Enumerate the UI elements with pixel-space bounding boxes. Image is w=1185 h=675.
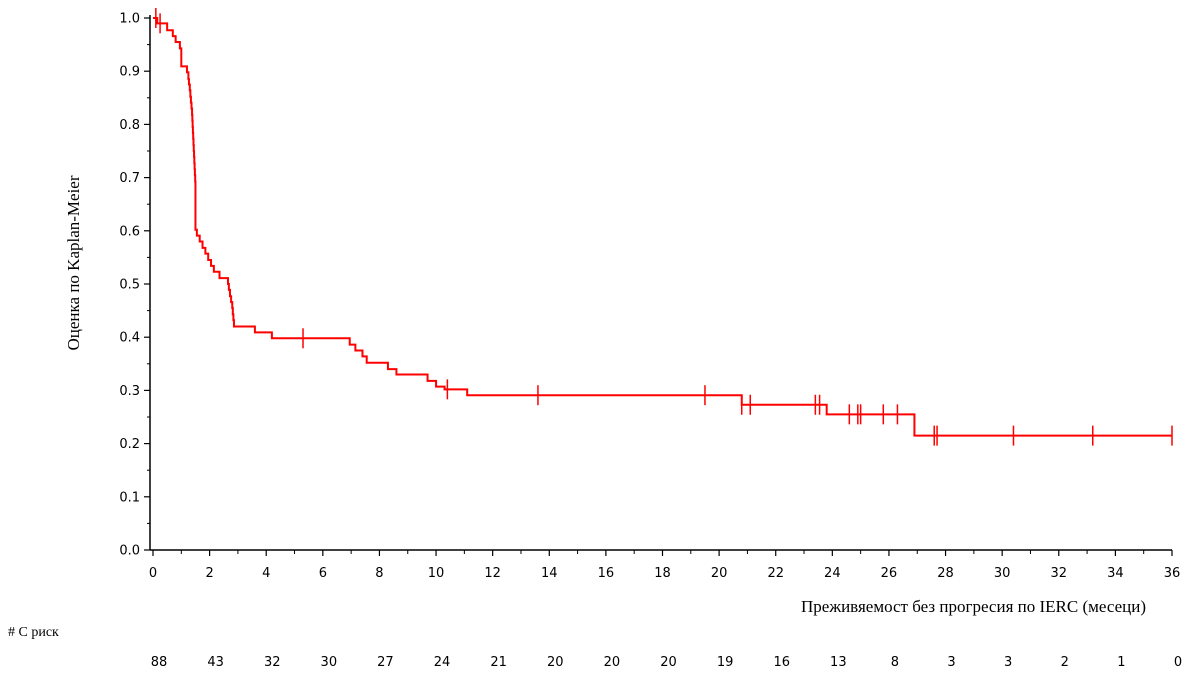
at-risk-title: # С риск	[8, 625, 59, 640]
y-axis-ticks: 0.0 0.1 0.2 0.3 0.4 0.5 0.6 0.7 0.8 0.9 1.0	[119, 12, 150, 559]
y-tick-label: 0.4	[119, 331, 140, 346]
x-tick-label: 28	[937, 566, 954, 581]
x-tick-label: 12	[484, 566, 501, 581]
at-risk-count: 1	[1117, 655, 1125, 670]
at-risk-count: 20	[660, 655, 677, 670]
x-tick-label: 34	[1107, 566, 1124, 581]
at-risk-count: 3	[947, 655, 955, 670]
at-risk-count: 20	[604, 655, 621, 670]
y-tick-label: 0.0	[119, 544, 140, 559]
at-risk-count: 30	[321, 655, 338, 670]
at-risk-count: 0	[1174, 655, 1182, 670]
at-risk-count: 8	[891, 655, 899, 670]
x-tick-label: 0	[149, 566, 157, 581]
x-tick-label: 30	[994, 566, 1011, 581]
x-tick-label: 22	[767, 566, 784, 581]
at-risk-count: 27	[377, 655, 394, 670]
at-risk-count: 2	[1061, 655, 1069, 670]
y-tick-label: 1.0	[119, 12, 140, 27]
x-tick-label: 16	[598, 566, 615, 581]
x-axis-ticks: 0 2 4 6 8 10 12 14 16 18 20 22 24 26 28 30 32 34 36	[149, 550, 1180, 581]
x-tick-label: 32	[1051, 566, 1068, 581]
y-tick-label: 0.3	[119, 384, 140, 399]
x-tick-label: 2	[205, 566, 213, 581]
x-tick-label: 8	[375, 566, 383, 581]
at-risk-count: 32	[264, 655, 281, 670]
at-risk-count: 24	[434, 655, 451, 670]
axes	[149, 15, 1172, 551]
at-risk-count: 13	[830, 655, 847, 670]
x-tick-label: 10	[428, 566, 445, 581]
km-survival-curve	[153, 17, 1172, 437]
y-tick-label: 0.1	[119, 490, 140, 505]
x-axis-title: Преживяемост без прогресия по IERC (месе…	[801, 597, 1146, 616]
at-risk-count: 20	[547, 655, 564, 670]
at-risk-count: 43	[207, 655, 224, 670]
y-tick-label: 0.6	[119, 224, 140, 239]
y-tick-label: 0.9	[119, 65, 140, 80]
at-risk-count: 16	[773, 655, 790, 670]
at-risk-count: 19	[717, 655, 734, 670]
at-risk-count: 88	[151, 655, 168, 670]
x-tick-label: 6	[319, 566, 327, 581]
x-tick-label: 36	[1164, 566, 1181, 581]
at-risk-count: 3	[1004, 655, 1012, 670]
y-tick-label: 0.5	[119, 278, 140, 293]
y-tick-label: 0.8	[119, 118, 140, 133]
x-tick-label: 18	[654, 566, 671, 581]
x-tick-label: 24	[824, 566, 841, 581]
y-tick-label: 0.2	[119, 437, 140, 452]
at-risk-count: 21	[490, 655, 507, 670]
y-tick-label: 0.7	[119, 171, 140, 186]
censor-marks	[155, 8, 1173, 446]
x-tick-label: 4	[262, 566, 270, 581]
x-tick-label: 14	[541, 566, 558, 581]
x-tick-label: 20	[711, 566, 728, 581]
x-tick-label: 26	[881, 566, 898, 581]
at-risk-row: 88 43 32 30 27 24 21 20 20 20 19 16 13 8 3 3 2 1 0	[151, 655, 1182, 670]
y-axis-title: Оценка по Kaplan-Meier	[64, 175, 83, 350]
